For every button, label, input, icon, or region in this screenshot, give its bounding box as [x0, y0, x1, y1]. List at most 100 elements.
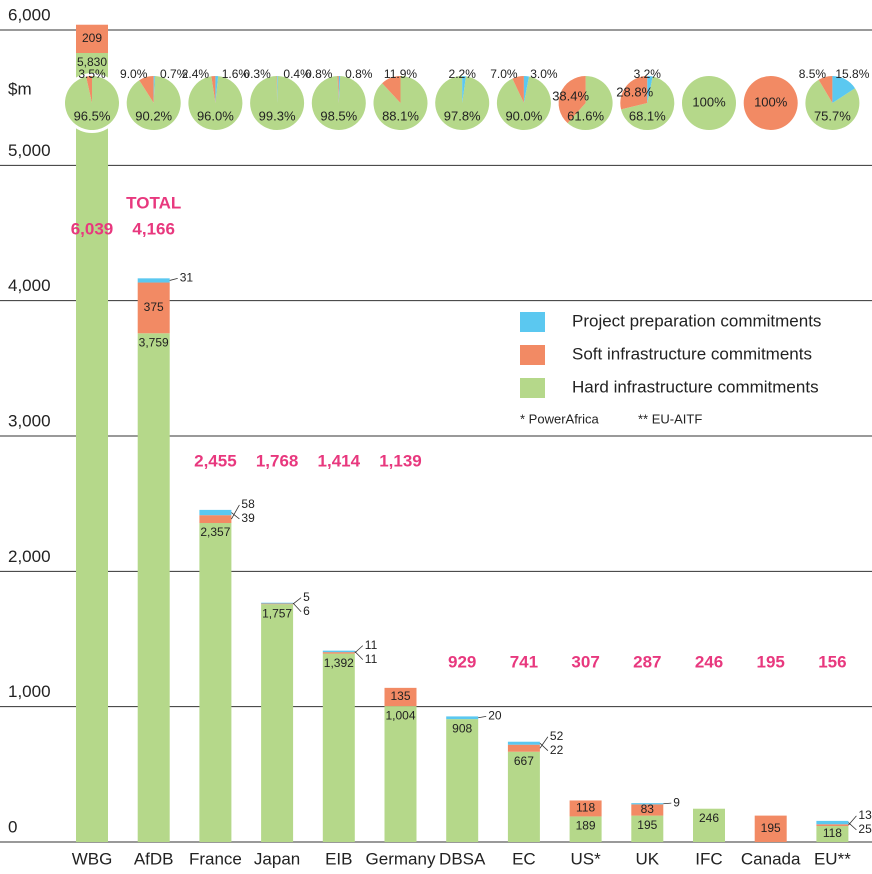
segment-label: 118 [576, 801, 595, 815]
segment-label: 13 [858, 808, 872, 822]
pie-slice [462, 76, 466, 103]
pie-slice [311, 76, 366, 130]
legend-swatch [520, 378, 545, 398]
pie-slice [435, 76, 490, 130]
segment-label: 3,759 [139, 335, 169, 349]
pie-label: 7.0% [490, 67, 518, 81]
pie-label: 8.5% [799, 67, 827, 81]
bar-segment [446, 719, 479, 842]
total-label: 1,414 [318, 451, 361, 470]
bar-segment [507, 744, 540, 752]
pie-label: 100% [692, 94, 726, 109]
bar-segment [199, 515, 232, 524]
segment-label: 2,357 [200, 525, 230, 539]
total-label: 1,139 [379, 451, 422, 470]
bar-segment [322, 653, 355, 842]
y-tick-label: 3,000 [8, 411, 51, 430]
segment-label: 5,830 [77, 55, 107, 69]
total-label: 195 [757, 652, 785, 671]
bar-segment [631, 815, 664, 842]
y-tick-label: 1,000 [8, 682, 51, 701]
segment-label: 20 [488, 709, 502, 723]
segment-label: 375 [144, 300, 164, 314]
leader-line [539, 736, 549, 749]
segment-label: 908 [452, 721, 472, 735]
total-label: 307 [571, 652, 599, 671]
total-label: 6,039 [71, 219, 114, 238]
pie-slice [211, 76, 216, 103]
y-unit: $m [8, 79, 32, 98]
category-label: France [189, 849, 242, 868]
leader-line [231, 512, 240, 520]
y-tick-label: 2,000 [8, 547, 51, 566]
segment-label: 246 [699, 811, 719, 825]
pie-label: 0.7% [160, 67, 188, 81]
category-label: Germany [366, 849, 436, 868]
pie-slice [567, 76, 613, 130]
pie-label: 99.3% [259, 108, 296, 123]
total-label: 1,768 [256, 451, 299, 470]
category-label: DBSA [439, 849, 486, 868]
pie-label: 3.5% [78, 67, 106, 81]
category-label: AfDB [134, 849, 174, 868]
pie-slice [337, 76, 339, 103]
pie-label: 90.0% [505, 108, 542, 123]
segment-label: 209 [82, 31, 102, 45]
pie-slice [382, 76, 401, 103]
bar-segment [507, 751, 540, 842]
pie-slice [139, 76, 154, 103]
y-tick-label: 6,000 [8, 5, 51, 24]
bar-segment [322, 652, 355, 654]
segment-label: 83 [641, 802, 655, 816]
category-label: EIB [325, 849, 352, 868]
segment-label: 11 [365, 652, 378, 666]
bar-segment [199, 523, 232, 842]
y-tick-label: 5,000 [8, 141, 51, 160]
segment-label: 1,757 [262, 606, 292, 620]
segment-label: 52 [550, 729, 564, 743]
pie-slice [86, 76, 92, 103]
segment-label: 39 [241, 511, 255, 525]
pie-label: 0.8% [345, 67, 373, 81]
category-label: Canada [741, 849, 801, 868]
segment-label: 195 [761, 821, 781, 835]
bar-segment [322, 650, 355, 653]
bar-segment [507, 741, 540, 745]
pie-label: 97.8% [444, 108, 481, 123]
segment-label: 25 [858, 822, 872, 836]
bar-segment [631, 803, 664, 805]
bar-segment [384, 706, 417, 842]
legend-label: Soft infrastructure commitments [572, 344, 812, 363]
legend-swatch [520, 312, 545, 332]
category-label: EC [512, 849, 536, 868]
segment-label: 31 [180, 271, 194, 285]
pie-slice [250, 76, 305, 130]
pie-label: 90.2% [135, 108, 172, 123]
pie-label: 98.5% [320, 108, 357, 123]
pie-slice [818, 76, 833, 103]
leader-line [663, 802, 672, 805]
pie-slice [682, 76, 736, 130]
total-label: 4,166 [132, 219, 175, 238]
total-label: 741 [510, 652, 538, 671]
note: * PowerAfrica [520, 411, 600, 426]
pie-slice [496, 76, 551, 130]
pie-slice [620, 76, 648, 110]
pie-label: 0.3% [243, 67, 271, 81]
pie-label: 38.4% [552, 89, 589, 104]
total-label: 287 [633, 652, 661, 671]
bar-segment [384, 687, 417, 707]
pie-slice [153, 76, 155, 103]
pie-label: 96.5% [74, 108, 111, 123]
pie-slice [523, 76, 529, 103]
pie-slice [215, 76, 219, 103]
legend-label: Hard infrastructure commitments [572, 377, 819, 396]
leader-line [231, 504, 240, 520]
leader-line [292, 602, 302, 613]
pie-label: 2.4% [182, 67, 210, 81]
category-label: IFC [695, 849, 722, 868]
category-label: US* [570, 849, 601, 868]
pie-label: 3.0% [530, 67, 558, 81]
pie-slice [277, 76, 278, 103]
